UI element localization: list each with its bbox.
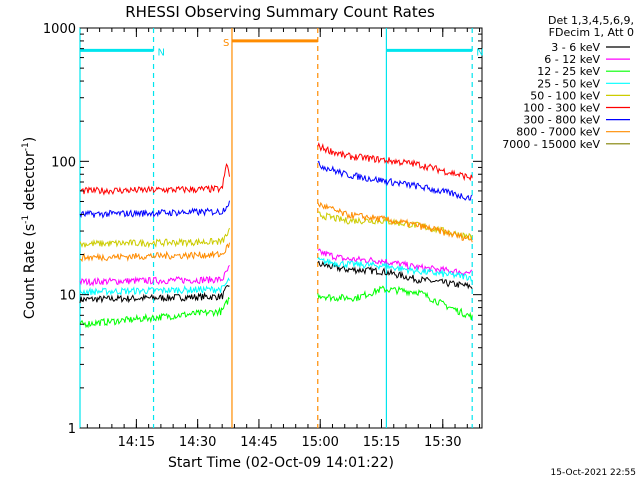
series-line <box>317 160 473 201</box>
series-line <box>317 201 473 243</box>
legend-entry-label: 25 - 50 keV <box>537 77 600 90</box>
series-line <box>79 242 230 263</box>
legend-entry-label: 12 - 25 keV <box>537 65 600 78</box>
series-line <box>79 277 230 297</box>
legend: Det 1,3,4,5,6,9,FDecim 1, Att 0 3 - 6 keV… <box>502 14 634 151</box>
legend-entry-label: 100 - 300 keV <box>523 102 600 115</box>
x-tick-label: 15:15 <box>363 435 400 450</box>
vertical-markers <box>79 28 473 428</box>
y-tick-label: 10 <box>59 289 76 304</box>
series-line <box>79 296 230 329</box>
series-line <box>79 227 230 249</box>
y-axis-label: Count Rate (s-1 detector-1) <box>21 137 38 319</box>
x-tick-label: 14:45 <box>240 435 277 450</box>
series-line <box>317 260 473 290</box>
y-axis-ticks: 1 10 100 1000 <box>43 22 482 437</box>
x-tick-label: 14:30 <box>179 435 216 450</box>
legend-entry-label: 300 - 800 keV <box>523 114 600 127</box>
x-tick-label: 15:30 <box>424 435 461 450</box>
legend-entry-label: 800 - 7000 keV <box>516 126 600 139</box>
legend-entry-label: 3 - 6 keV <box>551 41 600 54</box>
y-tick-label: 1 <box>68 422 76 437</box>
y-tick-label: 1000 <box>43 22 76 37</box>
footer-timestamp: 15-Oct-2021 22:55 <box>551 468 636 478</box>
series-lines <box>79 141 473 329</box>
legend-entry-label: 7000 - 15000 keV <box>502 138 600 151</box>
interval-label: N <box>476 47 483 58</box>
series-line <box>79 163 230 196</box>
y-tick-label: 100 <box>51 155 76 170</box>
series-line <box>79 285 230 304</box>
chart-title: RHESSI Observing Summary Count Rates <box>125 3 435 21</box>
series-line <box>79 264 230 287</box>
series-line <box>317 285 473 320</box>
x-axis-label: Start Time (02-Oct-09 14:01:22) <box>168 455 394 471</box>
interval-bars: N NS <box>80 38 484 58</box>
series-line <box>317 141 473 182</box>
series-line <box>317 256 473 282</box>
series-line <box>79 200 230 219</box>
x-tick-label: 14:15 <box>118 435 155 450</box>
legend-header: Det 1,3,4,5,6,9, <box>548 14 634 27</box>
interval-label: N <box>158 47 165 58</box>
legend-header: FDecim 1, Att 0 <box>549 26 634 39</box>
series-line <box>317 248 473 277</box>
x-axis-ticks: 14:15 14:30 14:45 15:00 15:15 15:30 <box>86 28 481 450</box>
legend-entry-label: 50 - 100 keV <box>530 89 600 102</box>
x-tick-label: 15:00 <box>301 435 338 450</box>
interval-label: S <box>223 38 229 49</box>
legend-entry-label: 6 - 12 keV <box>544 53 600 66</box>
